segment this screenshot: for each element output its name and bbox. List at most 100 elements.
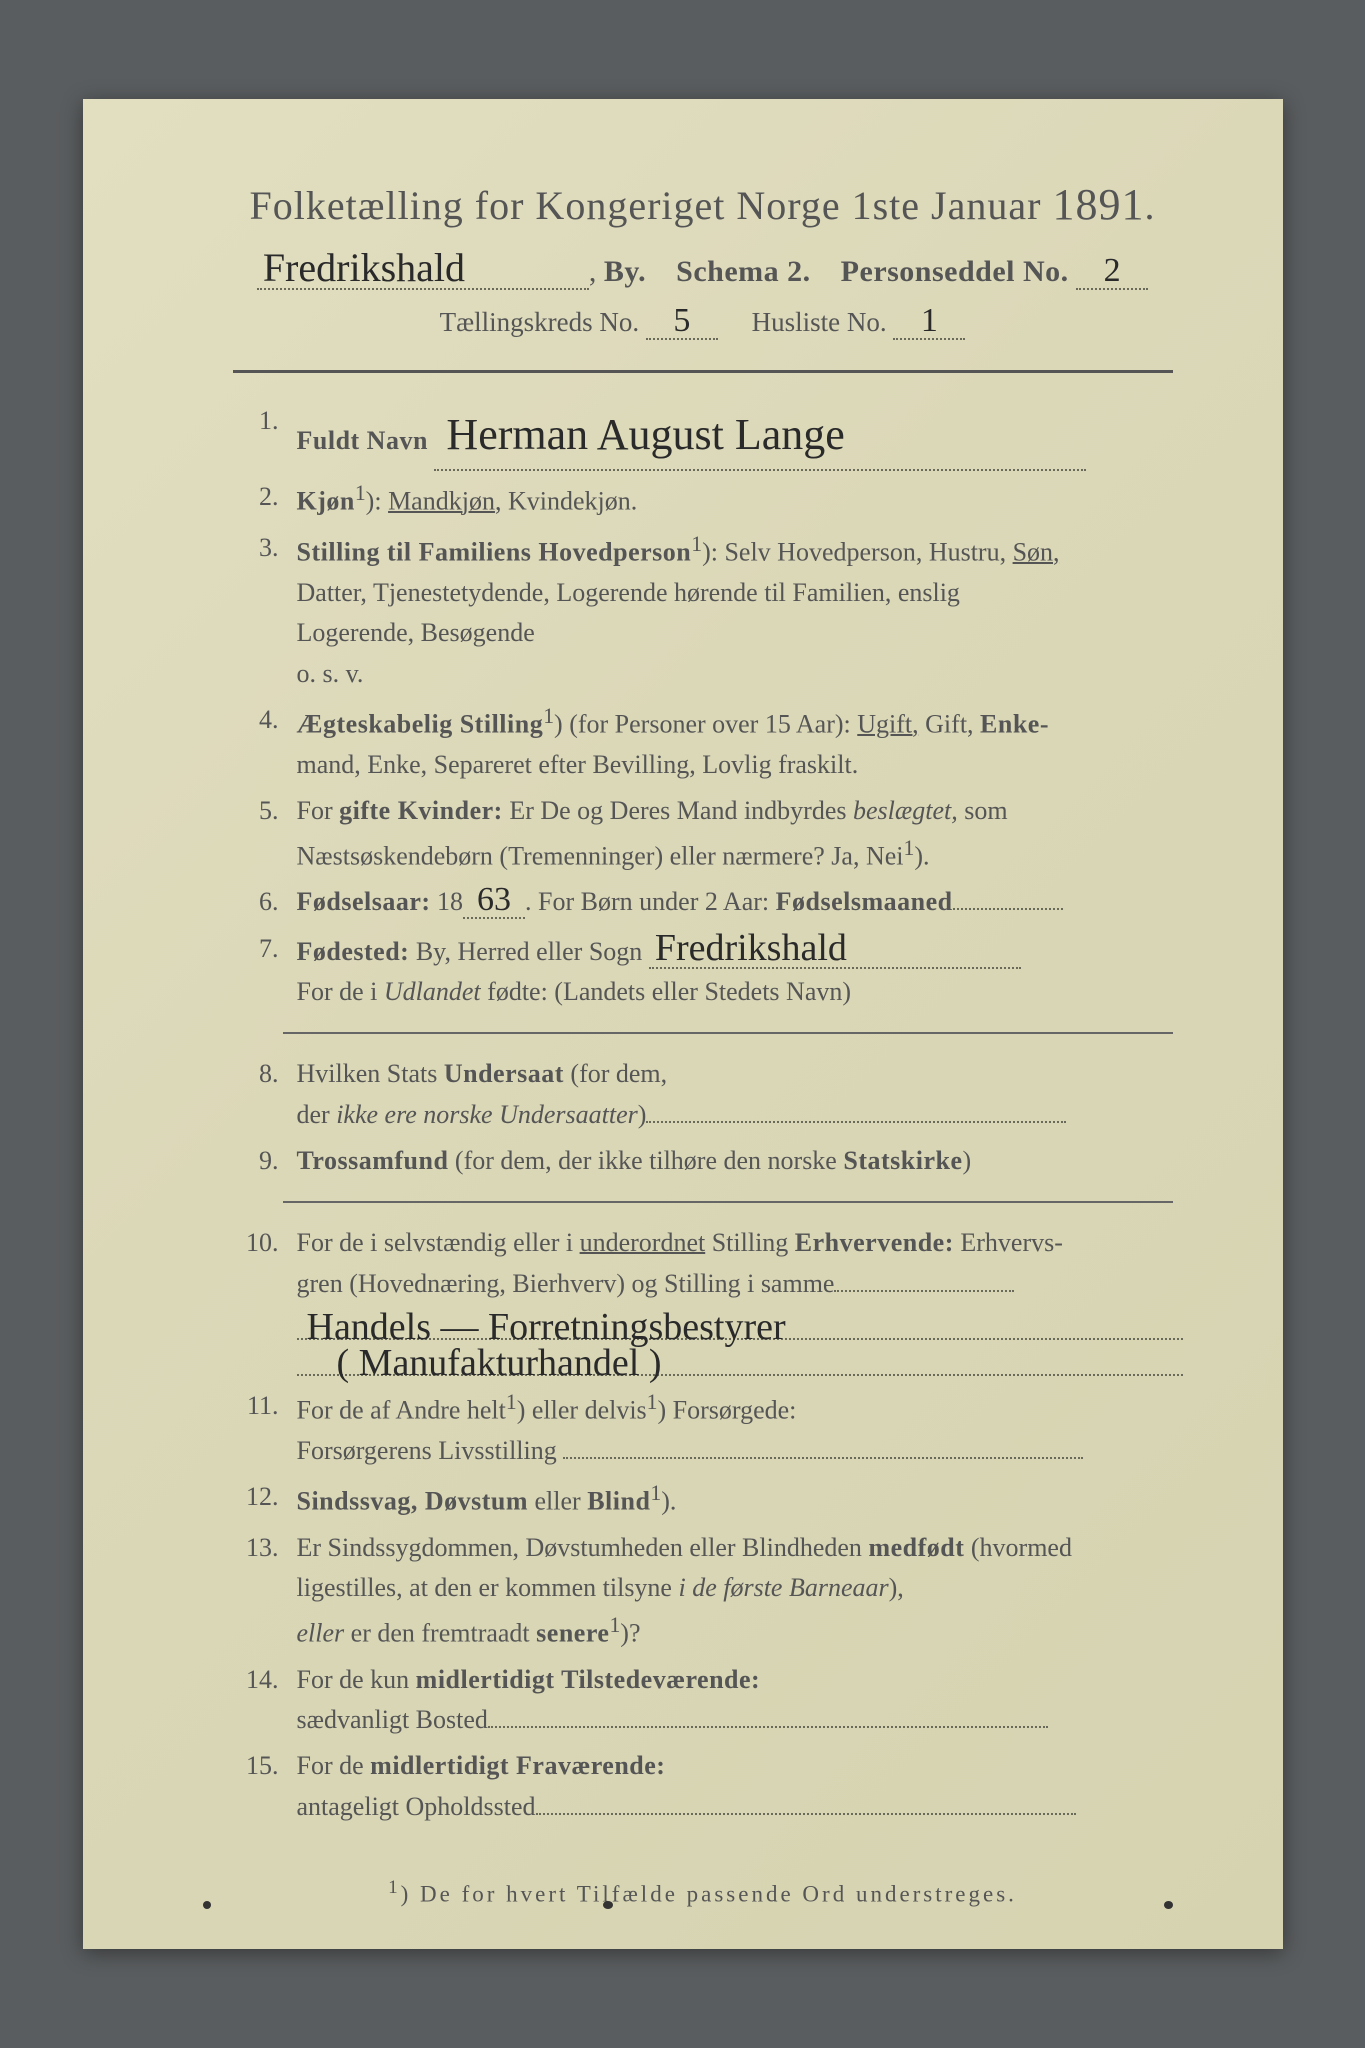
q10-label: Erhvervende: [795, 1228, 954, 1257]
q3-body: Stilling til Familiens Hovedperson1): Se… [297, 528, 1183, 694]
q5-besl: beslægtet, [853, 796, 958, 825]
title-year: 1891 [1052, 180, 1144, 229]
q10-pre: For de i selvstændig eller i [297, 1228, 580, 1257]
husliste-no: 1 [921, 304, 938, 338]
q12-num: 12. [223, 1477, 297, 1522]
q14-field [488, 1726, 1048, 1728]
q3-label: Stilling til Familiens Hovedperson [297, 538, 692, 567]
q15-field [536, 1813, 1076, 1815]
q1-field: Herman August Lange [434, 401, 1086, 471]
q2-label: Kjøn [297, 487, 355, 516]
q14-num: 14. [223, 1660, 297, 1741]
q14-label: midlertidigt Tilstedeværende: [416, 1665, 761, 1694]
q1-value: Herman August Lange [446, 401, 844, 469]
personseddel-field: 2 [1076, 254, 1148, 290]
q13-label: medfødt [868, 1533, 964, 1562]
q9-label2: Statskirke [843, 1146, 962, 1175]
q1-label: Fuldt Navn [297, 426, 428, 455]
q3-line2: Datter, Tjenestetydende, Logerende høren… [297, 578, 960, 607]
q4-rest2: Gift, [919, 710, 980, 739]
q7-field: Fredrikshald [649, 929, 1021, 969]
ink-mark [603, 1901, 613, 1909]
q7-l2a: For de i [297, 977, 384, 1006]
q2: 2. Kjøn1): Mandkjøn, Kvindekjøn. [223, 477, 1183, 522]
q10-rest: Stilling [705, 1228, 795, 1257]
q2-opt2: , Kvindekjøn. [495, 487, 637, 516]
q6-month-field [953, 908, 1063, 910]
q5-sup: 1 [904, 836, 915, 860]
q14-pre: For de kun [297, 1665, 416, 1694]
q8-num: 8. [223, 1054, 297, 1135]
q5-body: For gifte Kvinder: Er De og Deres Mand i… [297, 791, 1183, 876]
q1-body: Fuldt Navn Herman August Lange [297, 401, 1183, 471]
q6-century: 18 [431, 887, 464, 916]
q7-value: Fredrikshald [655, 929, 847, 967]
q15-line2: antageligt Opholdssted [297, 1792, 536, 1821]
q4-enke: Enke- [980, 710, 1049, 739]
footnote-text: ) De for hvert Tilfælde passende Ord und… [401, 1881, 1017, 1906]
q11-rest: ) Forsørgede: [658, 1396, 797, 1425]
q9-label: Trossamfund [297, 1146, 449, 1175]
q12-body: Sindssvag, Døvstum eller Blind1). [297, 1477, 1183, 1522]
q3-num: 3. [223, 528, 297, 694]
q7: 7. Fødested: By, Herred eller Sogn Fredr… [223, 929, 1183, 1013]
q14-line2: sædvanligt Bosted [297, 1705, 488, 1734]
q2-num: 2. [223, 477, 297, 522]
husliste-label: Husliste No. [752, 307, 887, 337]
q9-rest: (for dem, der ikke tilhøre den norske [448, 1146, 843, 1175]
q11-line2: Forsørgerens Livsstilling [297, 1436, 557, 1465]
schema-label: Schema 2. [676, 255, 811, 288]
q3-line4: o. s. v. [297, 659, 364, 688]
q11: 11. For de af Andre helt1) eller delvis1… [223, 1386, 1183, 1471]
q6-year: 63 [477, 883, 511, 917]
q14: 14. For de kun midlertidigt Tilstedevære… [223, 1660, 1183, 1741]
q3-line3: Logerende, Besøgende [297, 618, 535, 647]
personseddel-no: 2 [1104, 254, 1121, 288]
q7-l2b: Udlandet [384, 977, 481, 1006]
title-text: Folketælling for Kongeriget Norge 1ste J… [250, 183, 1042, 228]
q4-body: Ægteskabelig Stilling1) (for Personer ov… [297, 700, 1183, 785]
q2-rest: ): [366, 487, 382, 516]
q3-sup: 1 [691, 532, 702, 556]
q11-num: 11. [223, 1386, 297, 1471]
q10-num: 10. [223, 1223, 297, 1380]
title-period: . [1144, 183, 1155, 228]
q10-body: For de i selvstændig eller i underordnet… [297, 1223, 1183, 1380]
kreds-field: 5 [646, 304, 718, 340]
q13-label2: senere [536, 1618, 609, 1647]
q13-sup: 1 [609, 1613, 620, 1637]
q12-label: Sindssvag, Døvstum [297, 1487, 529, 1516]
q5: 5. For gifte Kvinder: Er De og Deres Man… [223, 791, 1183, 876]
q8-l2b: ikke ere norske Undersaatter [336, 1100, 638, 1129]
q10-field2: ( Manufakturhandel ) [297, 1344, 1183, 1376]
q5-num: 5. [223, 791, 297, 876]
q10: 10. For de i selvstændig eller i underor… [223, 1223, 1183, 1380]
q7-label: Fødested: [297, 937, 410, 966]
q8-field [646, 1121, 1066, 1123]
q7-rest: By, Herred eller Sogn [409, 937, 642, 966]
q8-l2c: ) [638, 1100, 647, 1129]
q12-label2: Blind [587, 1487, 650, 1516]
q5-line2: Næstsøskendebørn (Tremenninger) eller næ… [297, 841, 904, 870]
q6-body: Fødselsaar: 1863. For Børn under 2 Aar: … [297, 882, 1183, 922]
q5-label: gifte Kvinder: [339, 796, 503, 825]
q9-tail: ) [962, 1146, 971, 1175]
q13-l3a: eller [297, 1618, 345, 1647]
divider-top [233, 370, 1173, 373]
ink-mark [1164, 1901, 1173, 1909]
city-field: Fredrikshald [257, 248, 589, 290]
q10-field0 [834, 1290, 1014, 1292]
page-background: Folketælling for Kongeriget Norge 1ste J… [0, 0, 1365, 2048]
q7-num: 7. [223, 929, 297, 1013]
q12-tail: ). [661, 1487, 676, 1516]
q11-field [563, 1457, 1083, 1459]
q6-year-field: 63 [463, 883, 525, 919]
q13-num: 13. [223, 1528, 297, 1654]
q4-label: Ægteskabelig Stilling [297, 710, 544, 739]
footnote: 1) De for hvert Tilfælde passende Ord un… [223, 1877, 1183, 1908]
q4-ugift: Ugift, [857, 710, 918, 739]
q15: 15. For de midlertidigt Fraværende: anta… [223, 1746, 1183, 1827]
q9: 9. Trossamfund (for dem, der ikke tilhør… [223, 1141, 1183, 1181]
q15-pre: For de [297, 1751, 371, 1780]
q6-label: Fødselsaar: [297, 887, 431, 916]
